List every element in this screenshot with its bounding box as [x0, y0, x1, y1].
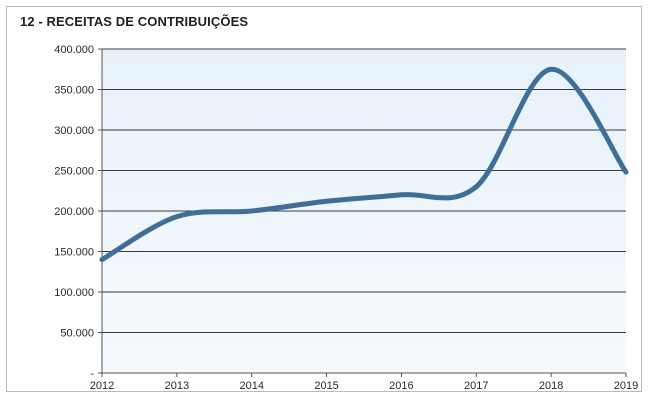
- x-tick-label: 2018: [539, 380, 563, 392]
- chart-title: 12 - RECEITAS DE CONTRIBUIÇÕES: [20, 14, 249, 29]
- y-tick-label: 200.000: [54, 206, 94, 218]
- x-tick-label: 2016: [389, 380, 413, 392]
- y-tick-label: 300.000: [54, 125, 94, 137]
- x-tick-label: 2019: [614, 380, 638, 392]
- y-tick-label: 400.000: [54, 44, 94, 56]
- x-tick-label: 2015: [314, 380, 338, 392]
- x-tick-label: 2012: [90, 380, 114, 392]
- y-tick-label: 100.000: [54, 287, 94, 299]
- y-tick-label: 350.000: [54, 85, 94, 97]
- y-tick-label: 50.000: [60, 328, 94, 340]
- x-tick-label: 2014: [239, 380, 263, 392]
- x-tick-label: 2013: [165, 380, 189, 392]
- x-tick-label: 2017: [464, 380, 488, 392]
- y-tick-label: 250.000: [54, 166, 94, 178]
- y-tick-label: -: [90, 368, 94, 380]
- y-tick-label: 150.000: [54, 247, 94, 259]
